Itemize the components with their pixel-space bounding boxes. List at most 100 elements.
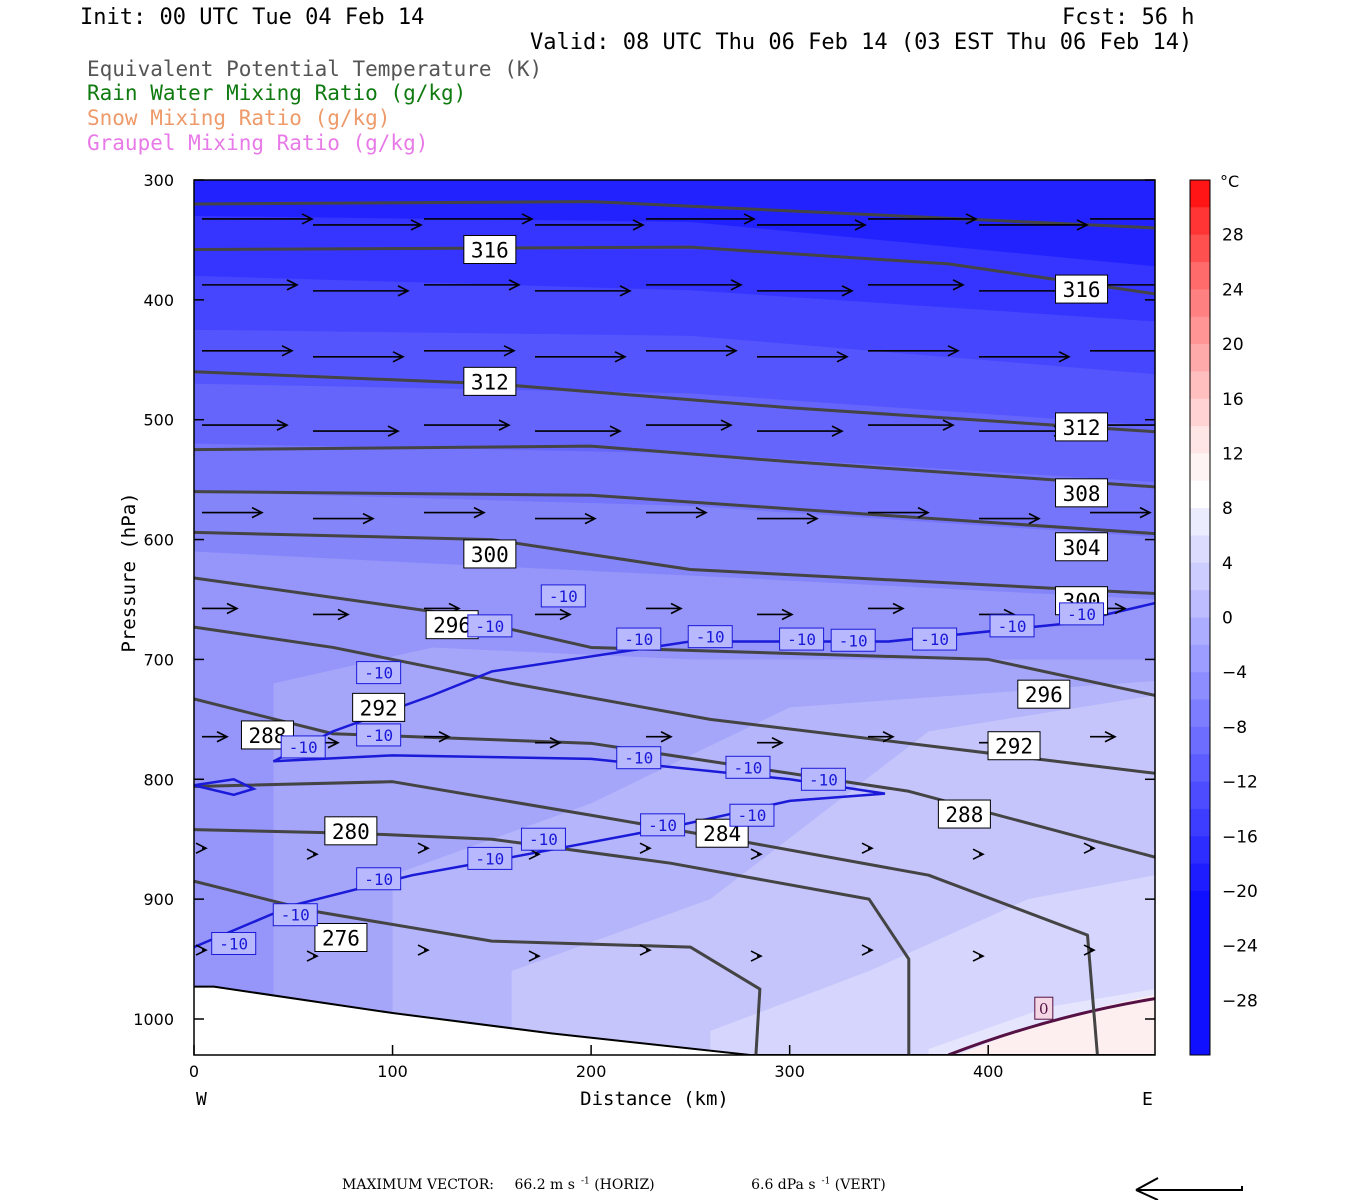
colorbar-segment xyxy=(1190,426,1210,454)
isotherm-label: -10 xyxy=(1067,605,1096,624)
temp-band xyxy=(958,995,1155,1055)
wind-vector xyxy=(868,731,895,743)
isotherm-label-box xyxy=(989,614,1035,638)
theta-e-label: 312 xyxy=(1063,416,1101,440)
isotherm-label-box xyxy=(467,614,513,638)
isotherm-zero-label: 0 xyxy=(1039,1000,1049,1018)
forecast-hour: Fcst: 56 h xyxy=(1062,5,1195,30)
theta-e-label: 316 xyxy=(1063,278,1101,302)
isotherm-label-box xyxy=(800,767,846,791)
wind-vector xyxy=(535,219,645,231)
wind-vector xyxy=(1083,944,1096,956)
colorbar-tick-label: −24 xyxy=(1222,937,1258,957)
colorbar-tick-label: 4 xyxy=(1222,554,1233,574)
theta-e-contour xyxy=(194,530,1155,596)
isotherm-label: -10 xyxy=(648,816,677,835)
max-vector-horiz: 66.2 m s xyxy=(514,1176,575,1193)
isotherm-label-box xyxy=(616,746,662,770)
theta-e-label: 316 xyxy=(471,239,509,263)
max-vector-vert: 6.6 dPa s xyxy=(751,1176,816,1193)
isotherm-label-box xyxy=(272,903,318,927)
colorbar-tick-label: −16 xyxy=(1222,827,1258,847)
wind-vector xyxy=(313,425,400,437)
isotherm-label: -10 xyxy=(475,849,504,868)
wind-vector xyxy=(750,848,763,860)
wind-vector xyxy=(757,608,794,621)
colorbar-tick-label: −4 xyxy=(1222,663,1247,683)
wind-vector xyxy=(202,506,264,519)
colorbar-segment xyxy=(1190,562,1210,591)
wind-vector xyxy=(313,219,423,231)
x-tick-label: 300 xyxy=(774,1062,805,1081)
colorbar-segment xyxy=(1190,316,1210,345)
theta-e-label-box xyxy=(463,235,517,265)
colorbar-segment xyxy=(1190,699,1210,728)
max-vector-horiz-unit: -1 xyxy=(580,1176,590,1186)
wind-vector xyxy=(195,842,208,854)
x-tick-label: 0 xyxy=(189,1062,199,1081)
wind-vector xyxy=(646,602,683,615)
wind-vector xyxy=(195,944,208,956)
wind-vector xyxy=(979,219,1089,231)
colorbar-tick-label: 16 xyxy=(1222,390,1244,410)
isotherm-label-box xyxy=(356,867,402,891)
y-tick-label: 1000 xyxy=(133,1010,174,1029)
theta-e-label-box xyxy=(937,799,991,829)
colorbar-segment xyxy=(1190,808,1210,837)
isotherm-label-box xyxy=(725,755,771,779)
isotherm-zero-label-box xyxy=(1034,996,1054,1020)
wind-vector xyxy=(528,950,541,962)
x-end-label-west: W xyxy=(196,1089,207,1110)
wind-vector xyxy=(757,425,844,437)
isotherm-label-box xyxy=(520,827,566,851)
wind-vector xyxy=(861,944,874,956)
x-tick-label: 100 xyxy=(377,1062,408,1081)
wind-vector xyxy=(757,351,849,363)
theta-e-label: 304 xyxy=(1063,536,1101,560)
theta-e-label: 300 xyxy=(471,543,509,567)
theta-e-label: 292 xyxy=(360,696,398,720)
theta-e-label-box xyxy=(987,731,1041,761)
isotherm-label: -10 xyxy=(737,806,766,825)
colorbar-tick-label: 12 xyxy=(1222,444,1244,464)
colorbar-tick-label: −20 xyxy=(1222,882,1258,902)
colorbar-segment xyxy=(1190,1027,1210,1056)
wind-vector xyxy=(417,842,430,854)
wind-vector xyxy=(972,848,985,860)
field-label-theta-e: Equivalent Potential Temperature (K) xyxy=(87,57,543,81)
wind-vector xyxy=(972,950,985,962)
terrain xyxy=(194,986,1155,1055)
isotherm-label-box xyxy=(467,846,513,870)
wind-vector xyxy=(639,944,652,956)
wind-vector xyxy=(528,848,541,860)
x-tick-label: 400 xyxy=(973,1062,1004,1081)
isotherm-label: -10 xyxy=(920,630,949,649)
isotherm-zero xyxy=(947,997,1155,1055)
max-vector-arrow xyxy=(1135,1177,1243,1200)
colorbar-segment xyxy=(1190,234,1210,263)
theta-e-label-box xyxy=(352,692,406,722)
wind-vector xyxy=(1090,506,1152,519)
max-vector-legend: MAXIMUM VECTOR: 66.2 m s -1 (HORIZ) 6.6 d… xyxy=(342,1176,898,1193)
isotherm-label-box xyxy=(540,584,586,608)
wind-vector xyxy=(646,279,743,291)
wind-vector xyxy=(313,512,375,525)
y-tick-label: 300 xyxy=(143,171,174,190)
isotherm-label: -10 xyxy=(624,749,653,768)
theta-e-label-box xyxy=(314,922,368,952)
wind-vector xyxy=(757,512,819,525)
colorbar-segment xyxy=(1190,289,1210,318)
colorbar-tick-label: −12 xyxy=(1222,773,1258,793)
wind-vector xyxy=(750,950,763,962)
colorbar-segment xyxy=(1190,1000,1210,1029)
wind-vector xyxy=(1090,218,1155,220)
wind-vector xyxy=(979,512,1041,525)
theta-e-label-box xyxy=(1055,478,1109,508)
colorbar-segment xyxy=(1190,535,1210,564)
colorbar-segment xyxy=(1190,180,1210,208)
wind-vector xyxy=(1090,349,1155,352)
isotherm-label: -10 xyxy=(839,631,868,650)
colorbar-segment xyxy=(1190,453,1210,482)
colorbar-segment xyxy=(1190,590,1210,618)
max-vector-vert-unit: -1 xyxy=(821,1176,831,1186)
